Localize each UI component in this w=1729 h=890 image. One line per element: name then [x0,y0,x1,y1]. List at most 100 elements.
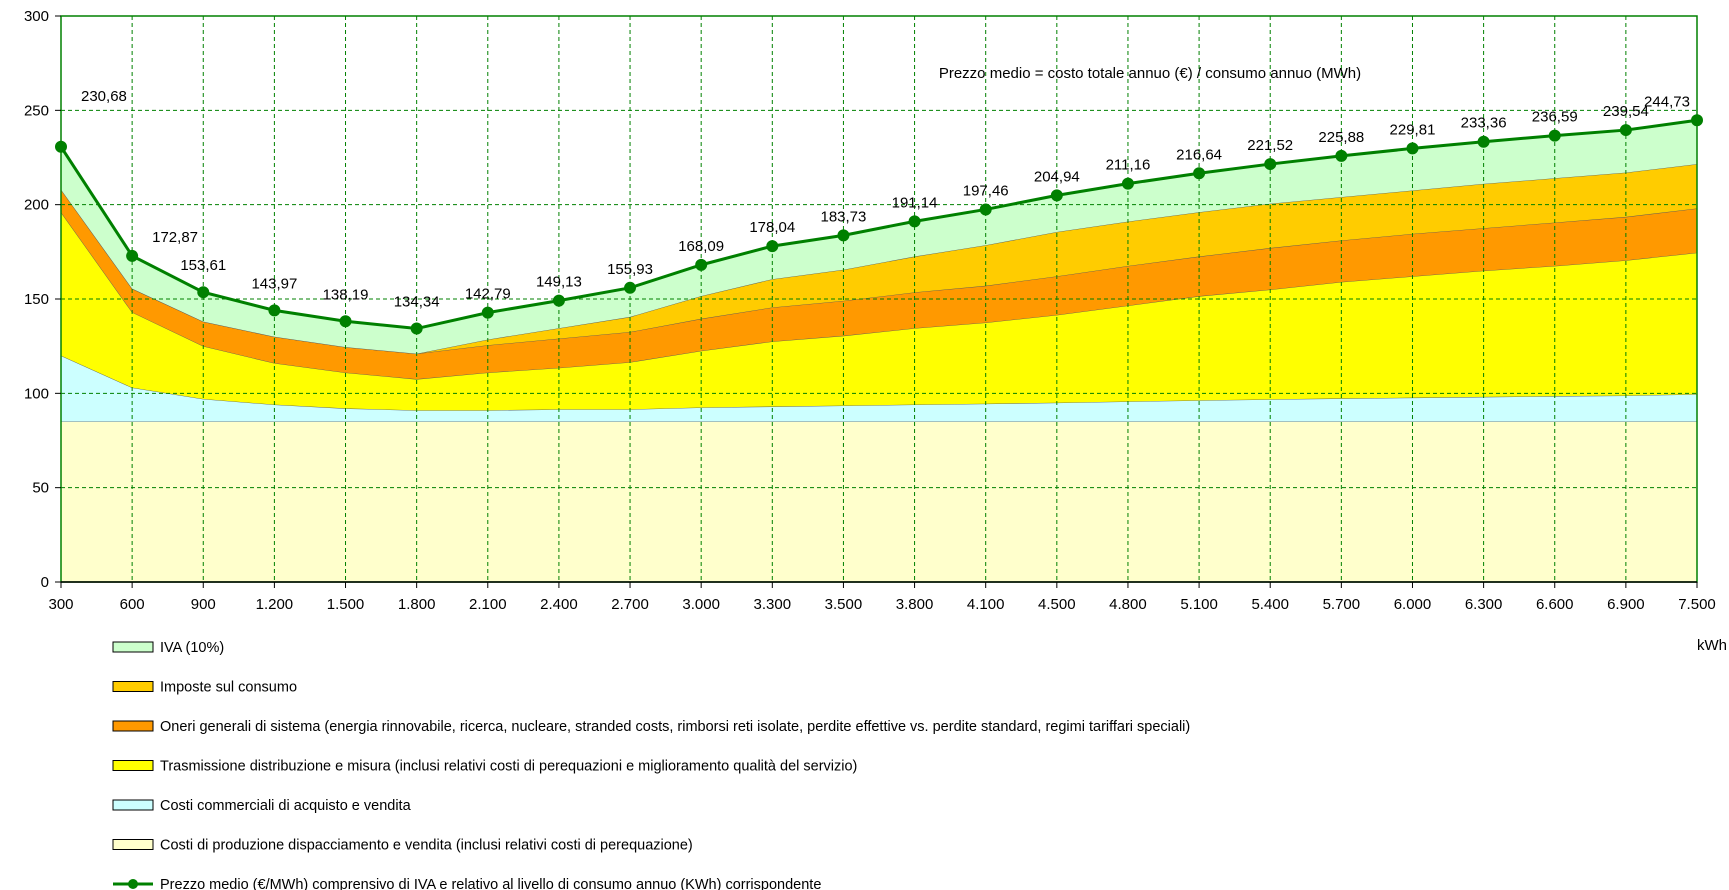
area-series-5 [61,120,1697,354]
price-point [339,315,352,328]
x-axis-label: kWh [1697,637,1727,654]
data-label: 178,04 [749,219,795,236]
x-tick-label: 1.200 [256,596,294,613]
price-point [410,322,423,335]
price-point [481,306,494,319]
legend-swatch [112,760,154,771]
data-label: 153,61 [180,257,226,274]
price-point [1335,149,1348,162]
legend-label: IVA (10%) [160,640,224,656]
price-point [908,215,921,228]
x-tick-label: 6.900 [1607,596,1645,613]
y-tick-label: 150 [24,291,49,308]
x-tick-label: 2.400 [540,596,578,613]
price-point [979,203,992,216]
price-point [1477,135,1490,148]
price-point [1264,158,1277,171]
axes: 0 50 100 150 200 250 300 300 600 900 1.200 1.500 1.8… [24,8,1716,613]
price-point [55,140,67,153]
x-tick-label: 6.300 [1465,596,1503,613]
x-tick-label: 300 [48,596,73,613]
data-label: 239,54 [1603,103,1649,120]
data-label: 183,73 [820,208,866,225]
data-label: 221,52 [1247,137,1293,154]
y-tick-label: 50 [32,480,49,497]
x-tick-label: 3.300 [754,596,792,613]
legend-label: Costi di produzione dispacciamento e ven… [160,838,693,854]
x-tick-label: 5.400 [1251,596,1289,613]
area-series-1 [61,355,1697,422]
x-tick-label: 4.100 [967,596,1005,613]
x-tick-label: 6.000 [1394,596,1432,613]
legend-swatch [112,720,154,732]
y-tick-label: 0 [41,574,49,591]
price-point [1619,124,1632,137]
area-series-4 [61,164,1697,354]
data-label: 236,59 [1532,109,1578,126]
data-label: 233,36 [1461,115,1507,132]
data-label: 225,88 [1318,129,1364,146]
legend-label: Costi commerciali di acquisto e vendita [160,798,412,814]
legend-swatch [112,641,154,653]
legend-label: Oneri generali di sistema (energia rinno… [160,719,1190,735]
data-label: 197,46 [963,182,1009,199]
price-point [766,240,779,253]
legend-label: Trasmissione distribuzione e misura (inc… [160,759,857,775]
legend-swatch [112,681,154,692]
data-label: 216,64 [1176,146,1222,163]
data-label: 155,93 [607,261,653,278]
price-point [197,286,210,299]
x-tick-label: 5.100 [1180,596,1218,613]
data-label: 230,68 [81,88,127,105]
data-label: 142,79 [465,286,511,303]
price-point [1406,142,1419,155]
y-tick-label: 250 [24,102,49,119]
x-tick-label: 1.500 [327,596,365,613]
x-tick-label: 3.800 [896,596,934,613]
price-point [1050,189,1063,202]
data-label: 149,13 [536,274,582,291]
y-tick-label: 200 [24,197,49,214]
data-label: 191,14 [892,194,938,211]
x-tick-label: 4.800 [1109,596,1147,613]
area-series-2 [61,212,1697,411]
price-point [1193,167,1206,180]
data-label: 143,97 [251,275,297,292]
price-point [268,304,281,317]
data-label: 244,73 [1644,93,1690,110]
y-tick-label: 100 [24,385,49,402]
x-tick-label: 6.600 [1536,596,1574,613]
y-tick-label: 300 [24,8,49,25]
x-tick-label: 1.800 [398,596,436,613]
legend-label: Imposte sul consumo [160,680,297,696]
price-point [837,229,850,242]
stacked-areas [60,119,1698,582]
x-tick-label: 4.500 [1038,596,1076,613]
data-labels: 230,68 172,87 153,61 143,97 138,19 134,34 142,… [81,88,1690,311]
data-label: 211,16 [1106,157,1151,174]
legend-swatch [112,839,154,850]
gridlines [61,16,1697,582]
x-tick-label: 3.000 [682,596,720,613]
x-tick-label: 2.700 [611,596,649,613]
data-label: 229,81 [1390,121,1436,138]
data-label: 204,94 [1034,168,1080,185]
data-label: 172,87 [152,229,198,246]
x-tick-label: 900 [191,596,216,613]
price-point [126,249,139,262]
price-point [552,294,565,307]
annotation: Prezzo medio = costo totale annuo (€) / … [939,65,1361,82]
data-label: 168,09 [678,238,724,255]
legend-swatch-marker [128,879,138,889]
x-tick-label: 5.700 [1323,596,1361,613]
x-tick-label: 3.500 [825,596,863,613]
price-point [1548,129,1561,142]
x-tick-label: 2.100 [469,596,507,613]
price-point [1691,114,1703,127]
area-series-0 [61,421,1697,582]
legend: IVA (10%) Imposte sul consumo Oneri genera… [112,640,1190,890]
data-label: 138,19 [323,286,369,303]
price-point [624,281,637,294]
price-line [55,114,1703,335]
